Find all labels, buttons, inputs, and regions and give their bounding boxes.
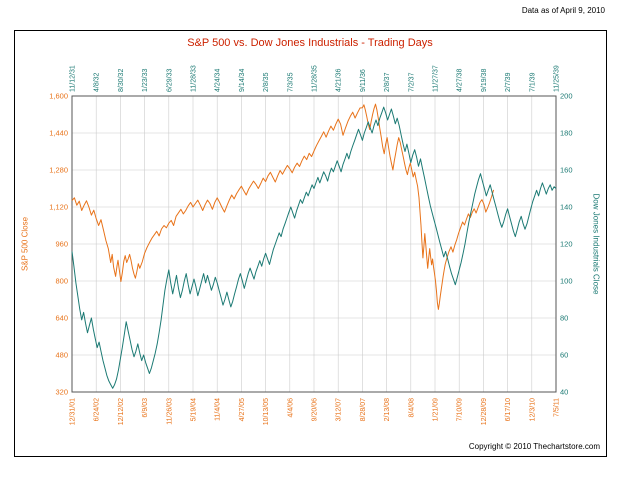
top-axis-date-label: 4/24/34 xyxy=(215,69,222,92)
bottom-axis-date-label: 5/19/04 xyxy=(191,398,198,421)
bottom-axis-date-label: 6/24/02 xyxy=(94,398,101,421)
bottom-axis-date-label: 10/13/05 xyxy=(263,398,270,425)
left-axis-tick-label: 960 xyxy=(55,240,68,249)
right-axis-title: Dow Jones Industrials Close xyxy=(591,193,601,295)
right-axis-tick-label: 80 xyxy=(560,314,568,323)
data-as-of-note: Data as of April 9, 2010 xyxy=(521,6,605,15)
bottom-axis-date-label: 2/13/08 xyxy=(384,398,391,421)
top-axis-date-label: 9/14/34 xyxy=(239,69,246,92)
top-axis-date-label: 4/8/32 xyxy=(94,72,101,92)
left-axis-tick-label: 480 xyxy=(55,351,68,360)
bottom-axis-date-label: 6/9/03 xyxy=(142,398,149,418)
top-axis-date-label: 6/29/33 xyxy=(166,69,173,92)
bottom-axis-date-label: 12/31/01 xyxy=(70,398,77,425)
right-axis-tick-label: 60 xyxy=(560,351,568,360)
bottom-axis-date-label: 3/12/07 xyxy=(336,398,343,421)
right-axis-tick-label: 160 xyxy=(560,166,573,175)
bottom-axis-date-label: 7/10/09 xyxy=(457,398,464,421)
top-axis-date-label: 7/1/39 xyxy=(529,72,536,92)
left-axis-title: S&P 500 Close xyxy=(20,216,30,272)
bottom-axis-date-label: 4/27/05 xyxy=(239,398,246,421)
bottom-axis-date-label: 6/17/10 xyxy=(505,398,512,421)
top-axis-date-label: 11/25/39 xyxy=(554,65,561,92)
top-axis-date-label: 11/12/31 xyxy=(70,65,77,92)
chart-title: S&P 500 vs. Dow Jones Industrials - Trad… xyxy=(187,37,433,49)
left-axis-tick-label: 320 xyxy=(55,388,68,397)
left-axis-tick-label: 1,600 xyxy=(49,92,68,101)
top-axis-date-label: 7/2/37 xyxy=(408,72,415,92)
bottom-axis-date-label: 12/12/02 xyxy=(118,398,125,425)
dow-series-line xyxy=(71,106,557,389)
right-axis-tick-label: 100 xyxy=(560,277,573,286)
top-axis-date-label: 1/23/33 xyxy=(142,69,149,92)
right-axis-tick-label: 180 xyxy=(560,129,573,138)
top-axis-date-label: 11/28/33 xyxy=(191,65,198,92)
bottom-axis-date-label: 12/3/10 xyxy=(529,398,536,421)
bottom-axis-date-label: 11/4/04 xyxy=(215,398,222,421)
top-axis-date-label: 9/11/36 xyxy=(360,69,367,92)
top-axis-date-label: 8/30/32 xyxy=(118,69,125,92)
copyright-note: Copyright © 2010 Thechartstore.com xyxy=(468,442,600,451)
chart-frame xyxy=(14,30,607,457)
plot-border xyxy=(71,95,557,393)
right-axis-tick-label: 120 xyxy=(560,240,573,249)
bottom-axis-date-label: 12/28/09 xyxy=(481,398,488,425)
left-axis-tick-label: 1,120 xyxy=(49,203,68,212)
top-axis-date-label: 9/19/38 xyxy=(481,69,488,92)
bottom-axis-date-label: 4/4/06 xyxy=(287,398,294,418)
bottom-axis-date-label: 8/4/08 xyxy=(408,398,415,418)
top-axis-date-label: 11/27/37 xyxy=(433,65,440,92)
top-axis-date-label: 11/28/35 xyxy=(312,65,319,92)
bottom-axis-date-label: 1/21/09 xyxy=(433,398,440,421)
top-axis-date-label: 2/7/39 xyxy=(505,72,512,92)
bottom-axis-date-label: 7/5/11 xyxy=(554,398,561,417)
left-axis-tick-label: 640 xyxy=(55,314,68,323)
right-axis-tick-label: 200 xyxy=(560,92,573,101)
top-axis-date-label: 4/27/38 xyxy=(457,69,464,92)
left-axis-tick-label: 1,440 xyxy=(49,129,68,138)
top-axis-date-label: 7/3/35 xyxy=(287,72,294,92)
sp500-series-line xyxy=(71,103,495,310)
top-axis-date-label: 2/8/35 xyxy=(263,72,270,92)
bottom-axis-date-label: 9/20/06 xyxy=(312,398,319,421)
right-axis-tick-label: 40 xyxy=(560,388,568,397)
left-axis-tick-label: 800 xyxy=(55,277,68,286)
right-axis-tick-label: 140 xyxy=(560,203,573,212)
bottom-axis-date-label: 11/26/03 xyxy=(166,398,173,425)
bottom-axis-date-label: 8/28/07 xyxy=(360,398,367,421)
left-axis-tick-label: 1,280 xyxy=(49,166,68,175)
top-axis-date-label: 4/21/36 xyxy=(336,69,343,92)
top-axis-date-label: 2/8/37 xyxy=(384,72,391,92)
